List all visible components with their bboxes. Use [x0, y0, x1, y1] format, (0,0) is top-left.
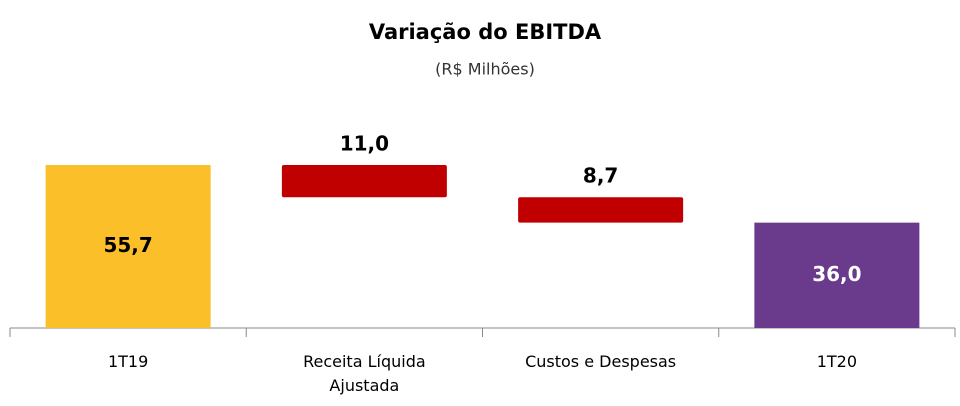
x-tick-label: 1T19 [107, 352, 149, 371]
x-tick-label-box: 1T19 [107, 352, 149, 371]
x-tick-label: Receita Líquida Ajustada [303, 352, 426, 395]
data-label: 11,0 [340, 132, 389, 156]
chart-subtitle: (R$ Milhões) [435, 60, 535, 79]
x-tick-label-box: Custos e Despesas [525, 352, 677, 371]
x-tick-label: 1T20 [816, 352, 858, 371]
bar [45, 165, 211, 328]
bar [281, 165, 447, 198]
data-label: 55,7 [103, 233, 152, 257]
data-label: 8,7 [583, 164, 618, 188]
data-label: 36,0 [812, 262, 861, 286]
x-tick-label: Custos e Despesas [525, 352, 677, 371]
chart-title: Variação do EBITDA [369, 20, 602, 44]
bar [754, 222, 920, 328]
bar [518, 197, 684, 223]
x-tick-label-box: Receita Líquida Ajustada [303, 352, 426, 395]
x-tick-label-box: 1T20 [816, 352, 858, 371]
